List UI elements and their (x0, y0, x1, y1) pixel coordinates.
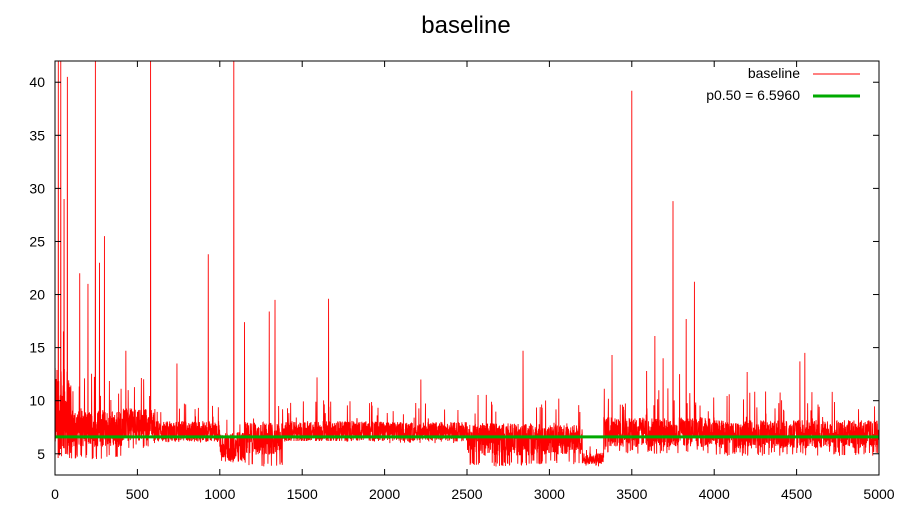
y-tick-label: 35 (29, 127, 45, 143)
plot-area: 0 500 1000 1500 2000 2500 3000 3500 4000 4500 5000… (29, 60, 895, 502)
y-tick-label: 30 (29, 180, 45, 196)
x-tick-label: 3500 (616, 486, 647, 502)
x-tick-label: 1000 (204, 486, 235, 502)
x-tick-label: 2000 (369, 486, 400, 502)
y-tick-label: 15 (29, 340, 45, 356)
legend-label-median: p0.50 = 6.5960 (706, 87, 800, 103)
x-axis: 0 500 1000 1500 2000 2500 3000 3500 4000 4500 5000 (51, 61, 895, 502)
y-tick-label: 10 (29, 393, 45, 409)
legend-label-baseline: baseline (748, 65, 800, 81)
x-tick-label: 0 (51, 486, 59, 502)
y-tick-label: 20 (29, 287, 45, 303)
legend: baseline p0.50 = 6.5960 (706, 65, 860, 103)
y-tick-label: 5 (37, 446, 45, 462)
y-tick-label: 25 (29, 233, 45, 249)
x-tick-label: 1500 (287, 486, 318, 502)
series-layer (55, 61, 879, 467)
chart-title: baseline (421, 12, 510, 39)
y-axis: 5 10 15 20 25 30 35 40 (29, 74, 879, 462)
x-tick-label: 2500 (451, 486, 482, 502)
y-tick-label: 40 (29, 74, 45, 90)
x-tick-label: 3000 (534, 486, 565, 502)
x-tick-label: 4000 (699, 486, 730, 502)
plot-frame (54, 60, 880, 476)
x-tick-label: 4500 (781, 486, 812, 502)
x-tick-label: 5000 (863, 486, 894, 502)
series-baseline-line (55, 61, 879, 467)
x-tick-label: 500 (126, 486, 150, 502)
